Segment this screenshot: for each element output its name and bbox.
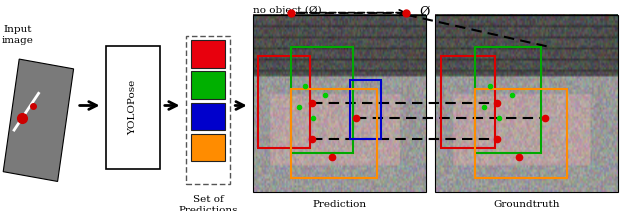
FancyBboxPatch shape — [106, 46, 160, 169]
Polygon shape — [3, 59, 74, 181]
FancyBboxPatch shape — [191, 40, 225, 68]
FancyBboxPatch shape — [186, 36, 230, 184]
Text: YOLOPose: YOLOPose — [128, 80, 138, 135]
Text: Groundtruth: Groundtruth — [493, 200, 559, 210]
Bar — [291, 89, 377, 178]
Text: Set of
Predictions: Set of Predictions — [179, 195, 237, 211]
Bar — [349, 80, 381, 139]
Bar — [441, 55, 495, 148]
Text: no object (Ø): no object (Ø) — [253, 6, 321, 15]
Bar — [253, 15, 426, 192]
FancyBboxPatch shape — [191, 71, 225, 99]
Bar — [476, 47, 541, 153]
Bar — [291, 47, 353, 153]
Text: Prediction: Prediction — [312, 200, 366, 210]
Bar — [476, 89, 566, 178]
FancyBboxPatch shape — [191, 103, 225, 130]
Text: Input
image: Input image — [2, 25, 34, 45]
Bar — [258, 55, 310, 148]
Bar — [435, 15, 618, 192]
FancyBboxPatch shape — [191, 134, 225, 161]
Text: Ø: Ø — [419, 6, 429, 19]
